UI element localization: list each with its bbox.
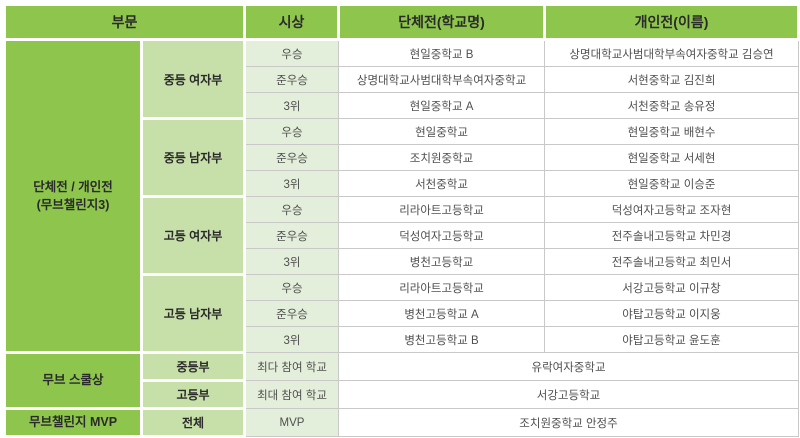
award-cell: 3위: [244, 92, 340, 119]
award-cell: MVP: [244, 408, 340, 437]
table-row: 무브 스쿨상 중등부 최다 참여 학교 유락여자중학교: [3, 351, 800, 410]
table-row: 3위 서천중학교 현일중학교 이승준: [5, 170, 800, 197]
main-category-line2: (무브챌린지3): [36, 198, 110, 212]
team-cell: 병천고등학교 B: [338, 326, 546, 353]
results-table: 부문 시상 단체전(학교명) 개인전(이름) 단체전 / 개인전 (무브챌린지3…: [2, 3, 800, 438]
table-row: 준우승 상명대학교사범대학부속여자중학교 서현중학교 김진희: [5, 66, 800, 93]
main-category-cell: 단체전 / 개인전 (무브챌린지3): [3, 38, 143, 354]
header-award: 시상: [243, 3, 341, 41]
individual-cell: 현일중학교 서세현: [544, 144, 800, 171]
award-cell: 우승: [244, 196, 340, 223]
team-cell: 상명대학교사범대학부속여자중학교: [338, 66, 546, 93]
table-row: 3위 현일중학교 A 서천중학교 송유정: [5, 92, 800, 119]
group-cell-high-division: 고등부: [139, 379, 247, 410]
team-cell: 현일중학교: [338, 118, 546, 145]
table-row: 3위 병천고등학교 전주솔내고등학교 최민서: [5, 248, 800, 275]
individual-cell: 전주솔내고등학교 최민서: [544, 248, 800, 275]
award-cell: 3위: [244, 170, 340, 197]
individual-cell: 상명대학교사범대학부속여자중학교 김승연: [544, 39, 800, 67]
table-row: 단체전 / 개인전 (무브챌린지3) 중등 여자부 우승 현일중학교 B 상명대…: [3, 38, 800, 354]
table-row: 준우승 덕성여자고등학교 전주솔내고등학교 차민경: [5, 222, 800, 249]
individual-cell: 야탑고등학교 윤도훈: [544, 326, 800, 353]
group-cell-high-girls: 고등 여자부: [139, 195, 247, 276]
mvp-category-cell: 무브챌린지 MVP: [3, 407, 143, 438]
award-cell: 준우승: [244, 144, 340, 171]
team-cell: 조치원중학교: [338, 144, 546, 171]
table-row: 준우승 병천고등학교 A 야탑고등학교 이지웅: [5, 300, 800, 327]
individual-cell: 서천중학교 송유정: [544, 92, 800, 119]
individual-cell: 덕성여자고등학교 조자현: [544, 196, 800, 223]
individual-cell: 서강고등학교 이규창: [544, 274, 800, 301]
table-row: 3위 병천고등학교 B 야탑고등학교 윤도훈: [5, 326, 800, 353]
team-cell: 병천고등학교 A: [338, 300, 546, 327]
header-division: 부문: [2, 3, 247, 41]
winner-cell: 서강고등학교: [338, 380, 800, 409]
group-cell-high-boys: 고등 남자부: [139, 273, 247, 354]
winner-cell: 조치원중학교 안정주: [338, 408, 800, 437]
table-row: 고등 남자부 우승 리라아트고등학교 서강고등학교 이규창: [5, 273, 800, 354]
header-row: 부문 시상 단체전(학교명) 개인전(이름): [2, 3, 800, 41]
school-award-category-cell: 무브 스쿨상: [3, 351, 143, 410]
award-cell: 준우승: [244, 300, 340, 327]
table-row: 고등 여자부 우승 리라아트고등학교 덕성여자고등학교 조자현: [5, 195, 800, 276]
team-cell: 병천고등학교: [338, 248, 546, 275]
award-cell: 최다 참여 학교: [244, 352, 340, 381]
team-cell: 서천중학교: [338, 170, 546, 197]
team-cell: 리라아트고등학교: [338, 274, 546, 301]
award-cell: 우승: [244, 118, 340, 145]
main-category-line1: 단체전 / 개인전: [33, 179, 113, 194]
individual-cell: 전주솔내고등학교 차민경: [544, 222, 800, 249]
award-cell: 준우승: [244, 66, 340, 93]
group-cell-middle-division: 중등부: [139, 351, 247, 382]
award-cell: 준우승: [244, 222, 340, 249]
team-cell: 덕성여자고등학교: [338, 222, 546, 249]
group-cell-middle-girls: 중등 여자부: [139, 38, 247, 120]
award-cell: 3위: [244, 248, 340, 275]
individual-cell: 서현중학교 김진희: [544, 66, 800, 93]
team-cell: 리라아트고등학교: [338, 196, 546, 223]
award-cell: 우승: [244, 274, 340, 301]
award-cell: 3위: [244, 326, 340, 353]
individual-cell: 현일중학교 배현수: [544, 118, 800, 145]
group-cell-all: 전체: [139, 407, 247, 438]
team-cell: 현일중학교 A: [338, 92, 546, 119]
award-cell: 최대 참여 학교: [244, 380, 340, 409]
individual-cell: 현일중학교 이승준: [544, 170, 800, 197]
table-row: 중등 남자부 우승 현일중학교 현일중학교 배현수: [5, 117, 800, 198]
team-cell: 현일중학교 B: [338, 39, 546, 67]
group-cell-middle-boys: 중등 남자부: [139, 117, 247, 198]
table-row: 무브챌린지 MVP 전체 MVP 조치원중학교 안정주: [3, 407, 800, 438]
header-team: 단체전(학교명): [337, 3, 547, 41]
winner-cell: 유락여자중학교: [338, 352, 800, 381]
individual-cell: 야탑고등학교 이지웅: [544, 300, 800, 327]
table-row: 준우승 조치원중학교 현일중학교 서세현: [5, 144, 800, 171]
award-cell: 우승: [244, 39, 340, 67]
header-individual: 개인전(이름): [543, 3, 800, 41]
